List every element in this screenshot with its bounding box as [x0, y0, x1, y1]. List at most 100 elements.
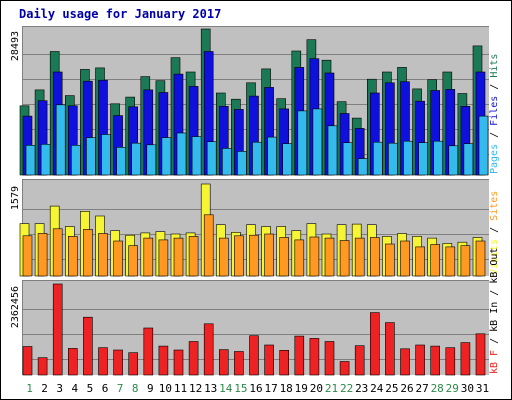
bar-pages-day-28	[433, 140, 444, 176]
bar-sites-day-7	[113, 240, 123, 277]
bar-kb-f-day-6	[98, 347, 108, 376]
bar-sites-day-9	[143, 237, 154, 277]
bar-sites-day-2	[37, 233, 48, 277]
bar-sites-day-8	[128, 245, 138, 277]
y-max-label: 1579	[10, 186, 21, 210]
bar-pages-day-22	[342, 142, 353, 176]
x-tick-day-29: 29	[446, 382, 459, 395]
bar-kb-f-day-10	[158, 345, 169, 376]
bar-pages-day-30	[463, 143, 474, 176]
x-tick-day-5: 5	[87, 382, 94, 395]
legend-separator: /	[489, 221, 500, 239]
bar-pages-day-24	[372, 141, 383, 176]
legend-part-visits: Visits	[489, 239, 500, 275]
panel-top: 28493 Pages / Files / Hits	[10, 26, 500, 176]
bar-kb-f-day-7	[113, 349, 123, 376]
x-tick-day-1: 1	[26, 382, 33, 395]
bar-pages-day-29	[448, 145, 459, 176]
x-tick-day-21: 21	[325, 382, 338, 395]
bar-sites-day-30	[460, 245, 471, 277]
bar-kb-f-day-25	[385, 322, 395, 376]
bar-pages-day-10	[161, 137, 172, 176]
bar-pages-day-21	[327, 125, 338, 176]
legend-separator: /	[489, 78, 500, 96]
legend-part-pages: Pages	[489, 144, 500, 174]
bar-kb-f-day-16	[249, 335, 259, 376]
bar-sites-day-13	[203, 214, 214, 277]
bar-kb-f-day-29	[445, 347, 456, 376]
y-legend-label: Visits / Sites	[489, 191, 500, 275]
x-tick-day-31: 31	[476, 382, 489, 395]
legend-part-hits: Hits	[489, 54, 500, 78]
bar-sites-day-18	[279, 237, 290, 277]
bar-pages-day-5	[86, 137, 96, 176]
x-tick-day-25: 25	[385, 382, 398, 395]
bar-pages-day-16	[252, 141, 262, 176]
bar-kb-f-day-23	[354, 345, 365, 376]
bar-pages-day-9	[146, 144, 157, 176]
legend-part-kb-in: kB In	[489, 302, 500, 332]
x-tick-day-26: 26	[400, 382, 413, 395]
bar-kb-f-day-14	[219, 349, 229, 376]
bar-pages-day-8	[131, 142, 141, 176]
bar-pages-day-4	[71, 145, 81, 176]
bar-kb-f-day-9	[143, 327, 154, 376]
bar-kb-f-day-13	[203, 323, 214, 376]
bar-sites-day-3	[52, 228, 63, 277]
x-tick-day-13: 13	[204, 382, 217, 395]
bar-kb-f-day-22	[339, 361, 350, 376]
bar-kb-f-day-12	[188, 341, 199, 376]
chart-title: Daily usage for January 2017	[19, 7, 221, 21]
bar-pages-day-11	[176, 132, 187, 176]
chart-panels: 28493 Pages / Files / Hits 1579 Visits / Si…	[10, 26, 500, 376]
bar-sites-day-29	[445, 246, 456, 277]
x-tick-day-4: 4	[71, 382, 78, 395]
bar-kb-f-day-3	[52, 283, 63, 376]
x-tick-day-17: 17	[264, 382, 277, 395]
bar-kb-f-day-2	[37, 357, 48, 376]
y-max-label: 28493	[10, 31, 21, 61]
bar-sites-day-5	[83, 229, 93, 277]
bar-kb-f-day-20	[309, 338, 320, 376]
bar-pages-day-20	[312, 108, 323, 176]
bar-sites-day-10	[158, 239, 169, 277]
x-tick-day-14: 14	[219, 382, 233, 395]
bar-kb-f-day-28	[430, 345, 441, 376]
x-axis-day-labels: 1 2 3 4 5 6 7 8 9 10 11 12 13 14 15 16 17 18 19 20 21 22 23 24 2…	[26, 382, 489, 395]
bar-kb-f-day-24	[369, 312, 380, 376]
bar-pages-day-19	[297, 110, 308, 176]
panel-bot: 2362456 kB F / kB In / kB Out	[10, 248, 500, 376]
bar-kb-f-day-17	[264, 344, 274, 376]
legend-separator: /	[489, 284, 500, 302]
x-tick-day-8: 8	[132, 382, 139, 395]
x-tick-day-15: 15	[234, 382, 247, 395]
x-tick-day-22: 22	[340, 382, 353, 395]
bar-sites-day-27	[415, 246, 425, 277]
x-tick-day-10: 10	[159, 382, 172, 395]
x-tick-day-11: 11	[174, 382, 187, 395]
bar-sites-day-25	[385, 243, 395, 277]
legend-part-files: Files	[489, 96, 500, 126]
bar-sites-day-17	[264, 233, 274, 277]
bar-sites-day-14	[219, 237, 229, 277]
bar-pages-day-7	[116, 147, 126, 176]
bar-kb-f-day-30	[460, 342, 471, 376]
bar-pages-day-31	[478, 115, 489, 176]
bar-sites-day-26	[400, 240, 410, 277]
bar-sites-day-21	[324, 237, 335, 277]
x-tick-day-6: 6	[102, 382, 109, 395]
bar-pages-day-25	[388, 142, 398, 176]
bar-pages-day-13	[206, 141, 217, 176]
bar-kb-f-day-11	[173, 349, 184, 376]
bar-kb-f-day-31	[475, 333, 486, 376]
bar-sites-day-11	[173, 237, 184, 277]
series-sites	[22, 214, 486, 277]
x-tick-day-24: 24	[370, 382, 384, 395]
x-tick-day-16: 16	[249, 382, 262, 395]
bar-sites-day-24	[369, 237, 380, 277]
legend-separator: /	[489, 332, 500, 350]
bar-kb-f-day-26	[400, 348, 410, 376]
y-legend-label: Pages / Files / Hits	[489, 54, 500, 174]
